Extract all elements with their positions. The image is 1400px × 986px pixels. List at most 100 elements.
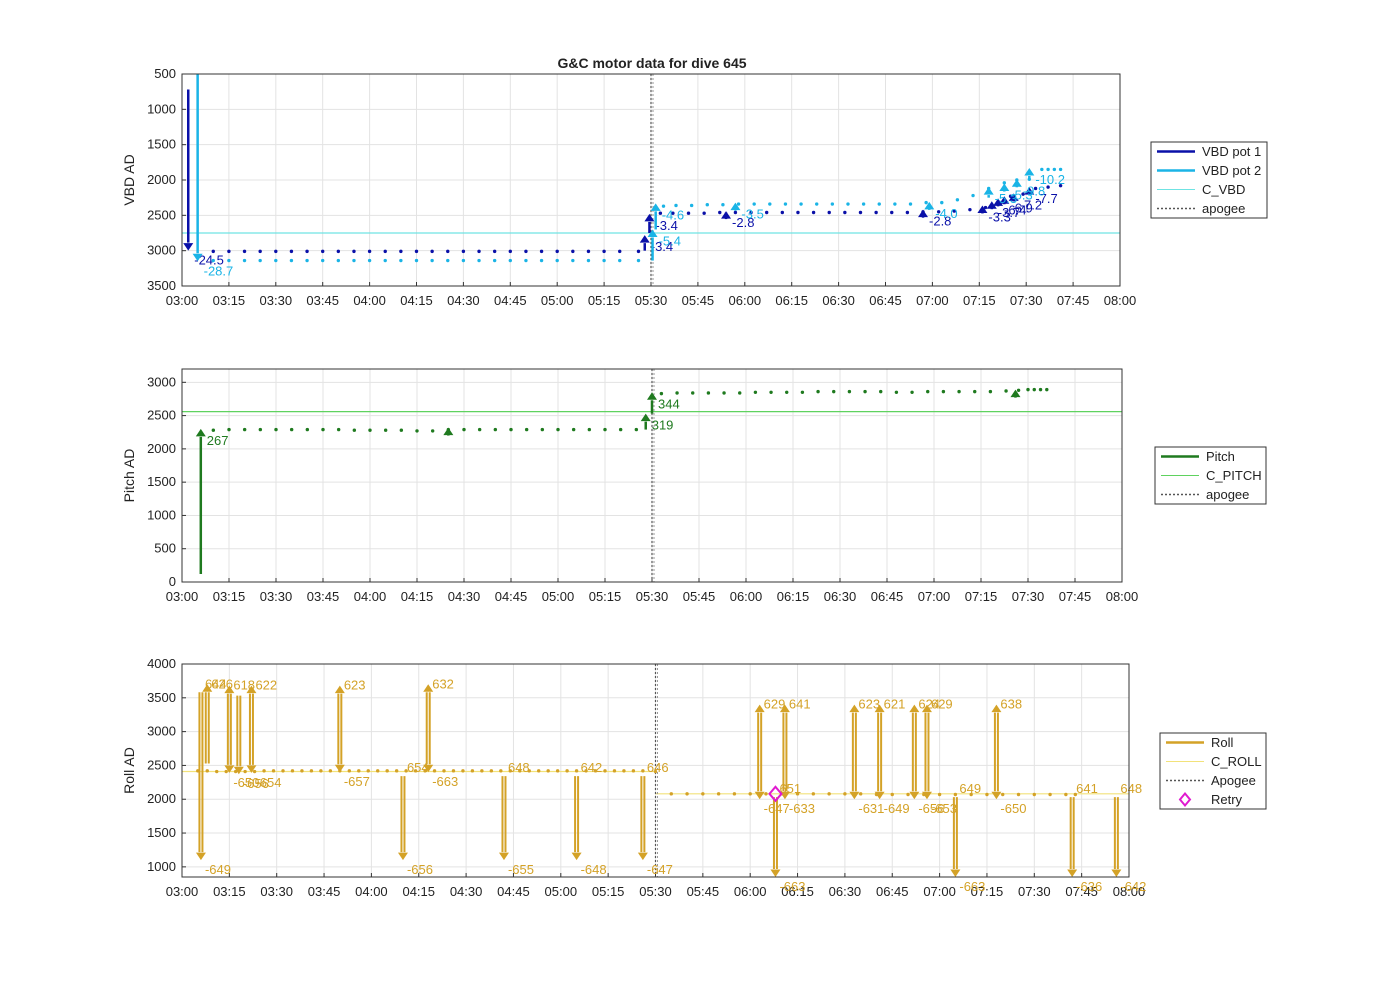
data-point [432, 769, 437, 773]
x-tick-label: 06:15 [781, 884, 814, 899]
roll-move-label: 644 [205, 676, 227, 691]
data-point [689, 203, 694, 208]
motor-move-label: -3.7 [998, 205, 1020, 220]
data-point [367, 258, 372, 263]
x-tick-label: 03:30 [260, 884, 293, 899]
x-tick-label: 06:30 [829, 884, 862, 899]
x-tick-label: 04:45 [495, 589, 528, 604]
data-point [243, 769, 247, 774]
data-point [985, 792, 989, 797]
y-axis-label: Roll AD [121, 747, 137, 794]
data-point [205, 769, 209, 773]
y-tick-label: 2500 [147, 757, 176, 772]
data-point [1040, 167, 1044, 172]
data-point [1021, 192, 1025, 196]
motor-move-label: -4.6 [662, 207, 684, 222]
roll-move-label: 624 [918, 697, 940, 712]
motor-move-arrowhead [195, 428, 206, 437]
data-point [863, 389, 867, 394]
roll-move-label: 638 [1000, 697, 1022, 712]
data-point [738, 391, 742, 395]
y-tick-label: 1500 [147, 474, 176, 489]
data-point [764, 210, 769, 215]
motor-move-arrowhead [639, 235, 650, 243]
data-point [509, 427, 513, 432]
roll-move-arrowhead [909, 704, 920, 713]
x-tick-label: 05:45 [683, 589, 716, 604]
data-point [305, 249, 309, 254]
x-tick-label: 08:00 [1113, 884, 1146, 899]
data-point [224, 769, 228, 774]
data-point [1001, 792, 1005, 797]
data-point [399, 428, 404, 432]
motor-move-label: -3.4 [651, 239, 673, 254]
data-point [470, 769, 475, 773]
y-tick-label: 500 [154, 66, 176, 81]
data-point [780, 210, 785, 215]
motor-move-label: -2.8 [732, 215, 754, 230]
roll-move-label: 623 [344, 678, 366, 693]
legend-box [1150, 141, 1268, 219]
x-tick-label: 03:00 [166, 293, 199, 308]
data-point [653, 769, 658, 774]
motor-move-arrowhead [192, 253, 203, 262]
data-point [706, 391, 711, 395]
motor-move-label: -5.3 [1010, 188, 1032, 203]
data-point [242, 258, 247, 263]
data-point [1016, 388, 1021, 392]
roll-move-arrowhead [423, 764, 434, 773]
data-point [383, 428, 388, 432]
roll-move-label: -656 [918, 801, 944, 816]
y-tick-label: 1000 [147, 507, 176, 522]
vbd-panel: 03:00 03:15 03:30 03:45 04:00 04:15 04:30 04:45… [121, 66, 1268, 308]
motor-move-label: -5.3 [995, 191, 1017, 206]
roll-move-label: 641 [789, 697, 811, 712]
roll-move-arrowhead [921, 704, 932, 713]
retry-marker [768, 785, 783, 803]
data-point [957, 389, 961, 394]
data-point [415, 429, 419, 433]
roll-move-arrowhead [779, 704, 790, 713]
data-point [571, 249, 575, 254]
x-tick-label: 07:00 [923, 884, 956, 899]
x-tick-label: 07:45 [1057, 293, 1090, 308]
data-point [1052, 167, 1057, 172]
motor-move-arrowhead [721, 211, 732, 219]
motor-move-label: -6.4 [1004, 202, 1026, 217]
data-point [973, 389, 977, 394]
data-point [227, 258, 231, 263]
data-point [894, 390, 899, 394]
data-point [815, 202, 819, 206]
roll-move-label: -663 [959, 879, 985, 894]
roll-move-arrowhead [195, 852, 206, 861]
data-point [383, 249, 387, 254]
data-point [336, 427, 341, 432]
x-tick-label: 04:15 [401, 589, 434, 604]
data-point [489, 769, 494, 773]
y-axis-label: Pitch AD [121, 449, 137, 503]
data-point [587, 427, 592, 432]
motor-move-arrowhead [924, 201, 935, 210]
x-tick-label: 08:00 [1106, 589, 1139, 604]
y-tick-label: 2500 [147, 408, 176, 423]
data-point [1064, 792, 1068, 797]
motor-move-label: -10.2 [1035, 172, 1065, 187]
roll-move-arrowhead [423, 684, 434, 692]
x-tick-label: 07:30 [1010, 293, 1043, 308]
motor-move-arrowhead [983, 187, 994, 195]
data-point [524, 249, 528, 254]
y-tick-label: 1500 [147, 137, 176, 152]
data-point [399, 249, 403, 254]
x-tick-label: 05:15 [589, 589, 622, 604]
data-point [305, 258, 309, 263]
data-point [274, 249, 278, 254]
roll-move-label: -633 [789, 801, 815, 816]
roll-move-arrowhead [874, 704, 885, 713]
roll-move-arrowhead [233, 766, 244, 775]
data-point [811, 792, 816, 796]
data-point [603, 769, 607, 773]
roll-move-label: -631 [858, 801, 884, 816]
x-tick-label: 07:30 [1012, 589, 1045, 604]
data-point [674, 203, 678, 208]
